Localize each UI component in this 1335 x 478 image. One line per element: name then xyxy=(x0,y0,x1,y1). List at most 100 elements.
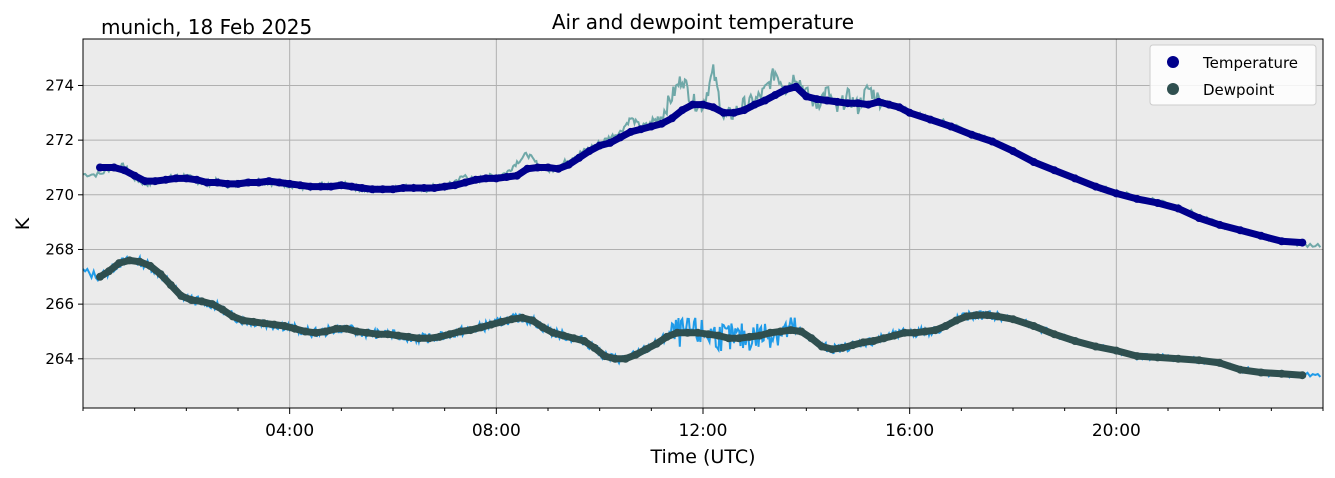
temperature-point xyxy=(709,103,718,112)
dewpoint-point xyxy=(621,354,630,363)
temperature-point xyxy=(564,160,573,169)
temperature-point xyxy=(1257,231,1265,240)
temperature-point xyxy=(378,185,387,194)
legend-label-temperature: Temperature xyxy=(1202,54,1298,72)
temperature-point xyxy=(854,99,862,108)
dewpoint-point xyxy=(1236,365,1245,374)
temperature-point xyxy=(947,122,955,131)
dewpoint-point xyxy=(642,345,651,354)
dewpoint-point xyxy=(549,328,558,337)
dewpoint-point xyxy=(921,327,930,336)
dewpoint-point xyxy=(311,328,320,337)
temperature-point xyxy=(492,174,501,183)
dewpoint-point xyxy=(1298,371,1307,380)
dewpoint-point xyxy=(135,257,144,266)
dewpoint-point xyxy=(497,317,506,326)
dewpoint-point xyxy=(476,323,485,332)
dewpoint-point xyxy=(1257,368,1265,377)
dewpoint-point xyxy=(404,332,413,341)
x-tick-label: 12:00 xyxy=(679,421,728,441)
temperature-point xyxy=(823,96,831,105)
dewpoint-point xyxy=(96,272,104,281)
y-tick-label: 274 xyxy=(45,76,74,94)
temperature-point xyxy=(161,175,170,184)
dewpoint-point xyxy=(518,313,527,322)
temperature-point xyxy=(771,91,780,99)
temperature-point xyxy=(761,96,769,105)
temperature-point xyxy=(575,153,583,162)
dewpoint-point xyxy=(208,300,217,309)
temperature-point xyxy=(668,114,676,123)
dewpoint-point xyxy=(786,326,795,335)
temperature-point xyxy=(1050,166,1059,175)
temperature-point xyxy=(513,171,521,180)
dewpoint-point xyxy=(745,332,754,341)
dewpoint-point xyxy=(735,334,744,343)
temperature-point xyxy=(895,103,904,112)
dewpoint-point xyxy=(1009,315,1017,324)
y-axis-label: K xyxy=(12,217,34,230)
dewpoint-point xyxy=(507,315,516,324)
temperature-point xyxy=(626,127,635,136)
dewpoint-point xyxy=(848,341,857,350)
temperature-point xyxy=(265,177,273,186)
dewpoint-point xyxy=(1050,330,1059,339)
dewpoint-point xyxy=(249,317,258,326)
temperature-point xyxy=(523,164,532,173)
temperature-point xyxy=(688,100,697,109)
temperature-point xyxy=(316,182,325,191)
dewpoint-point xyxy=(445,330,454,339)
dewpoint-point xyxy=(776,327,785,336)
temperature-point xyxy=(502,173,511,181)
dewpoint-point xyxy=(187,296,196,304)
temperature-point xyxy=(368,185,377,194)
dewpoint-point xyxy=(146,261,155,270)
temperature-point xyxy=(657,119,666,128)
dewpoint-point xyxy=(631,350,640,359)
temperature-point xyxy=(606,138,614,147)
y-tick-label: 272 xyxy=(45,131,74,149)
legend-marker-dewpoint xyxy=(1167,83,1179,95)
temperature-point xyxy=(1071,174,1079,183)
dewpoint-point xyxy=(1091,342,1100,351)
dewpoint-point xyxy=(332,324,341,333)
dewpoint-point xyxy=(1112,346,1121,355)
temperature-point xyxy=(285,179,294,188)
temperature-point xyxy=(96,163,104,172)
dewpoint-point xyxy=(590,343,599,352)
temperature-point xyxy=(430,184,439,192)
dewpoint-point xyxy=(363,328,372,337)
dewpoint-point xyxy=(559,331,568,340)
temperature-point xyxy=(833,97,842,106)
dewpoint-point xyxy=(704,330,713,339)
x-axis-label: Time (UTC) xyxy=(649,446,755,468)
y-tick-label: 266 xyxy=(45,295,74,313)
temperature-point xyxy=(1112,189,1121,198)
dewpoint-point xyxy=(435,332,444,341)
dewpoint-point xyxy=(569,334,578,343)
temperature-point xyxy=(781,85,790,94)
temperature-point xyxy=(192,175,201,184)
y-tick-label: 268 xyxy=(45,240,74,258)
dewpoint-point xyxy=(259,319,268,328)
temperature-point xyxy=(306,182,315,191)
temperature-point xyxy=(440,182,449,191)
temperature-point xyxy=(1236,226,1245,235)
dewpoint-point xyxy=(714,331,723,340)
temperature-point xyxy=(1298,238,1307,247)
temperature-point xyxy=(750,100,759,109)
dewpoint-point xyxy=(900,328,909,337)
dewpoint-point xyxy=(1277,369,1286,378)
x-axis: 04:00 08:00 12:00 16:00 20:00 xyxy=(82,408,1324,441)
dewpoint-point xyxy=(983,311,992,320)
temperature-point xyxy=(616,133,625,142)
temperature-point xyxy=(792,82,800,91)
dewpoint-point xyxy=(1195,356,1203,365)
dewpoint-point xyxy=(673,328,682,337)
temperature-point xyxy=(172,174,180,183)
temperature-point xyxy=(730,108,738,117)
temperature-point xyxy=(874,97,883,106)
x-tick-label: 16:00 xyxy=(885,421,934,441)
temperature-point xyxy=(1029,158,1038,166)
